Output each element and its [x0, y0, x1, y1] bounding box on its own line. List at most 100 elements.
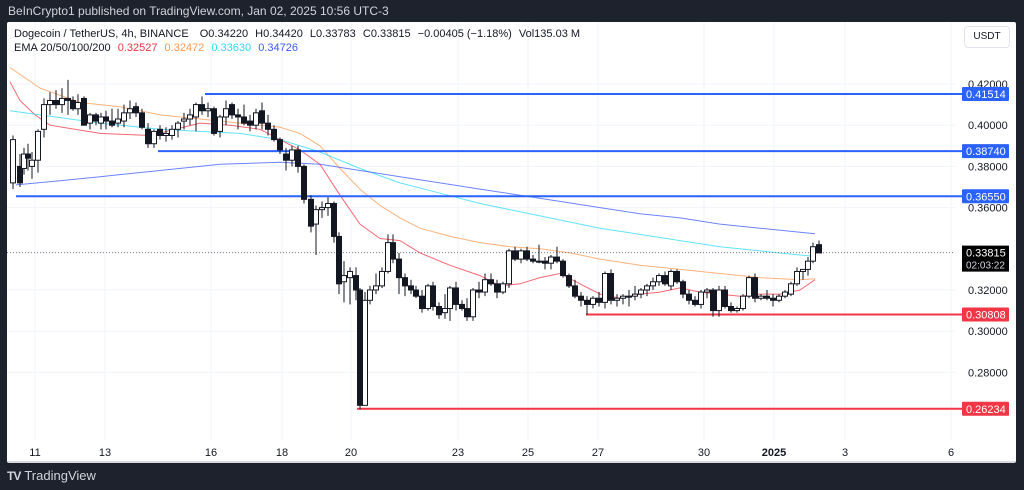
candle: [81, 97, 87, 126]
candle: [459, 303, 465, 310]
candle: [408, 285, 414, 291]
candle: [103, 116, 109, 122]
candle: [175, 122, 181, 130]
candle: [602, 273, 608, 303]
svg-text:16: 16: [205, 447, 217, 459]
candle: [21, 153, 27, 169]
svg-text:0.36550: 0.36550: [966, 191, 1006, 203]
time-axis: 11 13 16 18 20 23 25 27 30 2025 3 6: [29, 447, 954, 459]
footer: TV TradingView: [7, 468, 96, 483]
grid-lines: [7, 22, 1016, 463]
currency-button[interactable]: USDT: [964, 26, 1010, 48]
svg-text:2025: 2025: [762, 447, 786, 459]
svg-text:23: 23: [452, 447, 464, 459]
svg-text:02:03:22: 02:03:22: [966, 261, 1005, 272]
published-header: BeInCrypto1 published on TradingView.com…: [0, 0, 1024, 22]
candle: [53, 99, 59, 106]
candle: [367, 289, 373, 301]
svg-text:0.28000: 0.28000: [968, 367, 1008, 379]
candle: [127, 108, 133, 114]
svg-text:0.38740: 0.38740: [966, 146, 1006, 158]
chart-legend: Dogecoin / TetherUS, 4h, BINANCE O0.3422…: [14, 28, 581, 54]
svg-text:20: 20: [345, 447, 357, 459]
candle: [413, 289, 419, 297]
candle: [758, 295, 764, 299]
candle: [800, 268, 806, 272]
candle: [776, 295, 782, 301]
svg-text:0.30808: 0.30808: [966, 310, 1006, 322]
symbol-title: Dogecoin / TetherUS, 4h, BINANCE: [14, 28, 189, 40]
svg-text:0.26234: 0.26234: [966, 404, 1006, 416]
candle: [29, 159, 35, 167]
candle: [470, 289, 476, 318]
ema20-value: 0.32527: [117, 42, 158, 54]
candle: [638, 289, 644, 295]
open-value: 0.34220: [208, 28, 249, 40]
candle: [590, 297, 596, 305]
candle: [181, 118, 187, 122]
candle: [319, 207, 325, 211]
ema-label: EMA 20/50/100/200: [14, 42, 111, 54]
candle: [548, 256, 554, 264]
candle: [476, 289, 482, 293]
candle: [680, 281, 686, 295]
candle: [536, 260, 542, 263]
candle: [740, 295, 746, 310]
candle: [608, 273, 614, 301]
svg-text:0.38000: 0.38000: [968, 161, 1008, 173]
tradingview-logo-icon: TV: [7, 468, 21, 483]
candle: [75, 102, 81, 110]
candle: [746, 277, 752, 297]
candle: [402, 277, 408, 287]
candle: [336, 235, 342, 285]
svg-text:18: 18: [276, 447, 288, 459]
candlesticks: [10, 79, 822, 410]
candle: [716, 289, 722, 312]
candle: [341, 275, 347, 283]
candle: [70, 99, 76, 110]
svg-text:3: 3: [842, 447, 848, 459]
candle: [572, 285, 578, 297]
close-value: 0.33815: [370, 28, 411, 40]
svg-text:0.33815: 0.33815: [966, 248, 1006, 260]
svg-text:30: 30: [698, 447, 710, 459]
candle: [109, 120, 115, 126]
candle: [59, 97, 65, 106]
candle: [199, 104, 205, 112]
candle: [698, 291, 704, 305]
candle: [133, 106, 139, 114]
candle: [710, 289, 716, 312]
candle: [419, 295, 425, 310]
candle: [229, 104, 235, 116]
candle: [542, 260, 548, 264]
candle: [494, 283, 500, 293]
candle: [620, 295, 626, 299]
svg-text:6: 6: [948, 447, 954, 459]
candle: [347, 270, 353, 279]
candle: [283, 153, 289, 161]
candle: [331, 202, 337, 237]
candle: [169, 128, 175, 137]
low-value: 0.33783: [316, 28, 356, 40]
candle: [614, 297, 620, 301]
candle: [794, 270, 800, 285]
candle: [728, 305, 734, 312]
candle: [782, 291, 788, 297]
candle: [430, 285, 436, 307]
candle: [253, 112, 259, 126]
candle: [223, 108, 229, 118]
candle: [362, 299, 368, 406]
candle: [626, 295, 632, 298]
candle: [704, 289, 710, 293]
candle: [217, 116, 223, 132]
brand-name: TradingView: [24, 468, 96, 483]
candle: [692, 299, 698, 305]
change-value: −0.00405 (−1.18%): [417, 28, 512, 40]
chart-panel[interactable]: 0.42000 0.40000 0.38000 0.36000 0.32000 0.300…: [7, 22, 1016, 463]
candle: [357, 289, 363, 406]
price-chart[interactable]: 0.420000.400000.380000.360000.320000.300…: [7, 22, 1016, 463]
candle: [241, 116, 247, 124]
candle: [554, 256, 560, 262]
candle: [121, 112, 127, 122]
svg-text:13: 13: [99, 447, 111, 459]
